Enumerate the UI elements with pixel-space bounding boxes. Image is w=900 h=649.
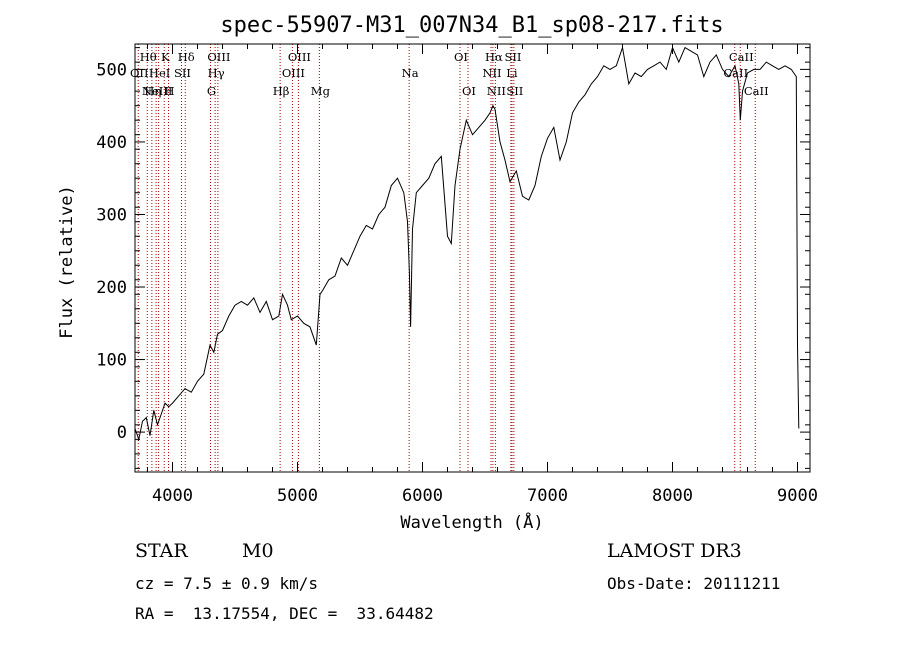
x-tick-label: 8000 <box>652 486 693 506</box>
spectral-line-label: Hθ <box>140 50 157 64</box>
spectral-line-label: Mg <box>311 84 331 98</box>
spectral-line-label: SII <box>505 50 522 64</box>
spectral-line-label: NII <box>487 84 506 98</box>
spectral-line-label: Li <box>506 66 518 80</box>
y-tick-label: 0 <box>117 423 127 443</box>
spectral-line-label: CaII <box>723 66 748 80</box>
spectral-line-label: OIII <box>207 50 230 64</box>
spectral-line-label: CaII <box>744 84 769 98</box>
chart-title: spec-55907-M31_007N34_B1_sp08-217.fits <box>220 13 723 38</box>
spectral-line-label: G <box>207 84 216 98</box>
spectrum-line <box>134 46 800 442</box>
spectral-line-markers <box>137 44 756 472</box>
spectral-line-label: OIII <box>282 66 305 80</box>
spectral-line-label: Na <box>402 66 419 80</box>
x-tick-label: 7000 <box>527 486 568 506</box>
spectral-line-label: Hη <box>144 84 161 98</box>
y-axis-label: Flux (relative) <box>57 185 77 339</box>
spectral-line-label: CaII <box>729 50 754 64</box>
spectral-line-label: OIII <box>288 50 311 64</box>
spectral-line-label: OI <box>454 50 468 64</box>
survey-name: LAMOST DR3 <box>607 540 742 562</box>
spectral-line-label: OII <box>130 66 149 80</box>
spectral-line-label: SII <box>506 84 523 98</box>
spectral-line-label: Hβ <box>273 84 290 98</box>
spectral-line-label: NeIII <box>142 84 173 98</box>
plot-frame <box>134 43 811 473</box>
object-subclass: M0 <box>242 540 274 562</box>
y-tick-label: 400 <box>96 133 127 153</box>
y-axis-ticks: 0 100 200 300 400 500 <box>96 47 810 469</box>
spectral-line-labels: OIIHθHηNeIIIHeIKHSIIHδGHγOIIIHβOIIIOIIIM… <box>130 50 769 98</box>
spectral-line-label: HeI <box>149 66 170 80</box>
spectral-line-label: Hδ <box>178 50 195 64</box>
spectral-line-label: H <box>164 84 174 98</box>
redshift-velocity: cz = 7.5 ± 0.9 km/s <box>135 574 319 593</box>
spectral-line-label: NII <box>482 66 501 80</box>
y-tick-label: 500 <box>96 60 127 80</box>
x-tick-label: 6000 <box>402 486 443 506</box>
x-tick-label: 4000 <box>152 486 193 506</box>
x-tick-label: 5000 <box>277 486 318 506</box>
coordinates: RA = 13.17554, DEC = 33.64482 <box>135 604 434 623</box>
spectral-line-label: Hα <box>485 50 503 64</box>
spectrum-chart: spec-55907-M31_007N34_B1_sp08-217.fits O… <box>57 13 818 533</box>
spectral-line-label: Hγ <box>208 66 225 80</box>
y-tick-label: 200 <box>96 278 127 298</box>
spectral-line-label: K <box>161 50 170 64</box>
spectral-line-label: SII <box>174 66 191 80</box>
y-tick-label: 300 <box>96 205 127 225</box>
x-axis-ticks: 4000 5000 6000 7000 8000 9000 <box>147 44 818 506</box>
x-axis-label: Wavelength (Å) <box>400 511 543 533</box>
x-tick-label: 9000 <box>777 486 818 506</box>
observation-date: Obs-Date: 20111211 <box>607 574 781 593</box>
y-tick-label: 100 <box>96 351 127 371</box>
object-class: STAR <box>135 540 188 562</box>
spectral-line-label: OI <box>462 84 476 98</box>
